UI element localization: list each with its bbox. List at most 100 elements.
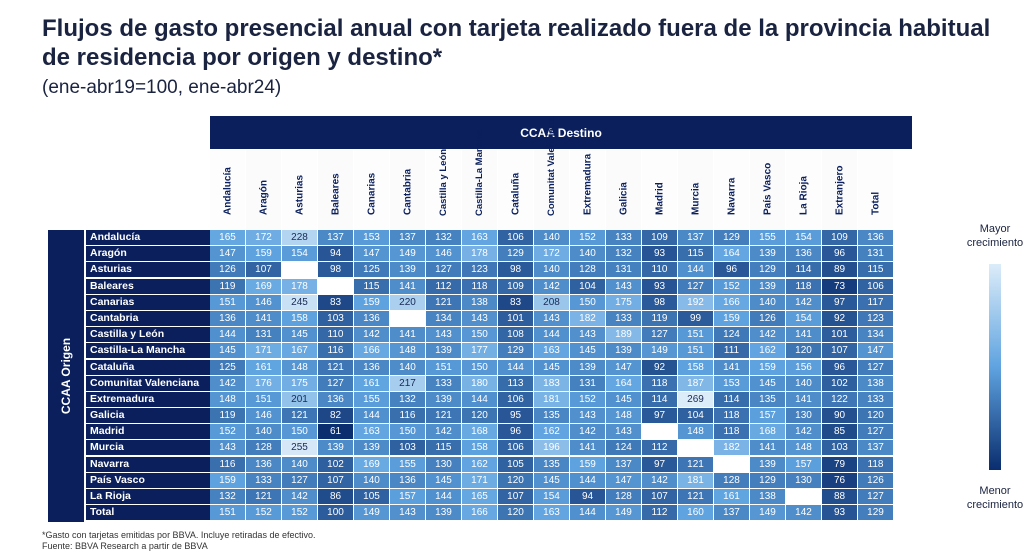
heatmap-cell: 129 [714,230,749,245]
heatmap-cell: 176 [246,375,281,391]
heatmap-cell: 141 [786,327,821,343]
heatmap-cell: 172 [534,246,569,262]
heatmap-cell: 127 [678,278,713,294]
heatmap-cell: 93 [642,246,677,262]
heatmap-cell: 118 [714,424,749,440]
heatmap-cell: 116 [210,456,245,472]
heatmap-cell: 136 [246,456,281,472]
heatmap-cell: 118 [462,278,497,294]
heatmap-cell: 140 [750,294,785,310]
row-label: Navarra [86,456,210,472]
heatmap-cell: 132 [606,246,641,262]
heatmap-cell: 141 [714,359,749,375]
column-header-label: Canarias [366,172,377,215]
heatmap-cell: 168 [462,424,497,440]
heatmap-cell: 161 [246,359,281,375]
heatmap-cell: 187 [678,375,713,391]
heatmap-cell: 162 [534,424,569,440]
heatmap-cell: 140 [570,246,605,262]
table-row: Madrid 152 140 150 61 163 150 142 168 96 162 142 143… [86,424,894,440]
footnote-source: Fuente: BBVA Research a partir de BBVA [42,541,208,551]
heatmap-cell: 120 [858,408,893,424]
heatmap-cell: 101 [498,310,533,326]
heatmap-cell: 127 [318,375,353,391]
heatmap-cell: 142 [750,327,785,343]
column-header-label: Aragón [258,180,269,215]
destination-header: CCAA Destino [210,116,912,149]
heatmap-cell: 144 [426,489,461,504]
heatmap-cell: 127 [426,262,461,278]
heatmap-cell: 107 [246,262,281,278]
table-row: Castilla-La Mancha 145 171 167 116 166 148 139 1… [86,343,894,359]
column-header: Madrid [642,150,678,230]
heatmap-cell: 136 [318,391,353,407]
heatmap-cell: 97 [822,294,857,310]
heatmap-cell: 82 [318,408,353,424]
heatmap-cell: 102 [318,456,353,472]
heatmap-cell: 97 [642,408,677,424]
heatmap-cell: 154 [534,489,569,504]
heatmap-cell: 255 [282,440,317,456]
heatmap-cell: 115 [858,262,893,278]
heatmap-cell: 139 [750,246,785,262]
heatmap-cell: 145 [534,472,569,488]
heatmap-cell: 159 [210,472,245,488]
heatmap-cell: 94 [570,489,605,504]
heatmap-cell: 148 [390,343,425,359]
heatmap-cell: 104 [678,408,713,424]
heatmap-cell: 131 [570,375,605,391]
column-header: País Vasco [750,150,786,230]
heatmap-cell: 102 [822,375,857,391]
heatmap-cell: 181 [678,472,713,488]
heatmap-cell: 152 [246,505,281,521]
heatmap-cell: 154 [786,310,821,326]
column-header: Cataluña [498,150,534,230]
heatmap-cell: 76 [822,472,857,488]
heatmap-cell: 133 [606,310,641,326]
heatmap-cell: 130 [426,456,461,472]
heatmap-cell: 143 [570,408,605,424]
heatmap-cell: 158 [282,310,317,326]
heatmap-cell: 85 [822,424,857,440]
column-header-label: Andalucía [222,167,233,215]
heatmap-cell: 158 [462,440,497,456]
heatmap-cell: 135 [534,408,569,424]
heatmap-cell: 163 [534,343,569,359]
heatmap-cell: 143 [390,505,425,521]
heatmap-cell: 162 [750,343,785,359]
heatmap-cell: 106 [858,278,893,294]
heatmap-cell: 133 [426,375,461,391]
heatmap-cell: 100 [318,505,353,521]
heatmap-cell: 119 [642,310,677,326]
heatmap-cell: 148 [282,359,317,375]
heatmap-cell: 127 [282,472,317,488]
heatmap-cell: 140 [534,262,569,278]
heatmap-cell: 121 [678,456,713,472]
heatmap-cell: 129 [498,246,533,262]
heatmap-cell: 121 [426,294,461,310]
heatmap-cell: 103 [318,310,353,326]
heatmap-cell: 129 [750,262,785,278]
heatmap-cell: 83 [498,294,533,310]
heatmap-cell: 182 [714,440,749,456]
footnote-note: *Gasto con tarjetas emitidas por BBVA. I… [42,530,316,540]
heatmap-cell: 149 [606,505,641,521]
heatmap-cell: 172 [246,230,281,245]
heatmap-cell: 151 [210,294,245,310]
heatmap-cell [642,424,677,440]
heatmap-cell: 145 [750,375,785,391]
heatmap-cell: 157 [750,408,785,424]
heatmap-cell: 151 [246,391,281,407]
heatmap-cell: 107 [822,343,857,359]
row-label: Total [86,505,210,521]
column-header-label: Baleares [330,173,341,215]
table-row: Andalucía 165 172 228 137 153 137 132 163 106 140 1… [86,230,894,246]
footnotes: *Gasto con tarjetas emitidas por BBVA. I… [42,530,315,552]
heatmap-cell: 130 [786,472,821,488]
heatmap-cell: 151 [678,343,713,359]
heatmap-cell: 141 [750,440,785,456]
heatmap-cell: 142 [354,327,389,343]
heatmap-cell: 125 [354,262,389,278]
column-header-label: Castilla-La Mancha [473,129,485,216]
heatmap-cell: 86 [318,489,353,504]
